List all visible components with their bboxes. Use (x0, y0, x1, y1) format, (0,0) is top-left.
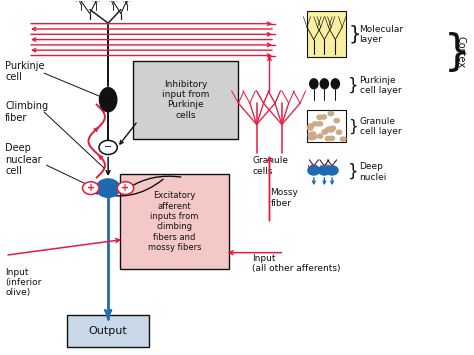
Circle shape (308, 124, 314, 128)
Text: +: + (121, 183, 129, 193)
Circle shape (325, 128, 330, 132)
Text: Output: Output (89, 326, 128, 336)
FancyBboxPatch shape (307, 11, 346, 57)
Circle shape (96, 179, 120, 197)
Circle shape (336, 130, 342, 134)
Ellipse shape (320, 79, 328, 89)
Circle shape (311, 135, 317, 139)
Circle shape (312, 122, 318, 126)
Circle shape (321, 115, 327, 119)
Text: Excitatory
afferent
inputs from
climbing
fibers and
mossy fibers: Excitatory afferent inputs from climbing… (148, 191, 201, 252)
Circle shape (82, 182, 99, 195)
Text: Granule
cells: Granule cells (252, 156, 288, 176)
Circle shape (319, 166, 330, 175)
Text: }: } (348, 119, 358, 134)
Circle shape (317, 122, 323, 126)
Circle shape (309, 136, 314, 140)
Circle shape (318, 134, 323, 138)
Circle shape (328, 128, 334, 132)
Circle shape (328, 111, 334, 116)
Circle shape (310, 132, 316, 136)
Circle shape (327, 127, 332, 131)
Circle shape (329, 136, 335, 141)
FancyBboxPatch shape (67, 315, 149, 347)
Text: Purkinje
cell layer: Purkinje cell layer (360, 76, 401, 95)
Text: }: } (444, 32, 471, 73)
Circle shape (325, 136, 331, 141)
Text: Climbing
fiber: Climbing fiber (5, 101, 48, 123)
Text: }: } (348, 77, 359, 94)
FancyBboxPatch shape (119, 174, 229, 269)
Circle shape (317, 115, 322, 119)
Ellipse shape (331, 79, 339, 89)
Text: −: − (104, 142, 112, 152)
Text: Deep
nuclear
cell: Deep nuclear cell (5, 143, 42, 176)
Circle shape (307, 126, 313, 130)
Circle shape (117, 182, 134, 195)
Text: Molecular
layer: Molecular layer (360, 24, 404, 44)
Circle shape (334, 119, 339, 123)
Text: Deep
nuclei: Deep nuclei (360, 163, 387, 182)
Text: Purkinje
cell: Purkinje cell (5, 61, 45, 82)
Circle shape (308, 166, 320, 175)
Text: +: + (87, 183, 95, 193)
Circle shape (99, 140, 117, 154)
Circle shape (340, 137, 346, 141)
Text: Input
(all other afferents): Input (all other afferents) (252, 253, 341, 273)
Text: Inhibitory
input from
Purkinje
cells: Inhibitory input from Purkinje cells (162, 80, 210, 120)
Ellipse shape (310, 79, 318, 89)
Text: }: } (348, 163, 359, 181)
Text: Granule
cell layer: Granule cell layer (360, 116, 401, 136)
FancyBboxPatch shape (133, 61, 238, 138)
Circle shape (322, 130, 328, 134)
Text: }: } (348, 25, 361, 44)
Circle shape (330, 126, 336, 130)
Text: Mossy
fiber: Mossy fiber (270, 188, 298, 208)
Text: Cortex: Cortex (456, 37, 465, 69)
Text: Input
(inferior
olive): Input (inferior olive) (5, 268, 42, 297)
Ellipse shape (100, 88, 117, 112)
Circle shape (326, 166, 338, 175)
Circle shape (308, 132, 314, 137)
